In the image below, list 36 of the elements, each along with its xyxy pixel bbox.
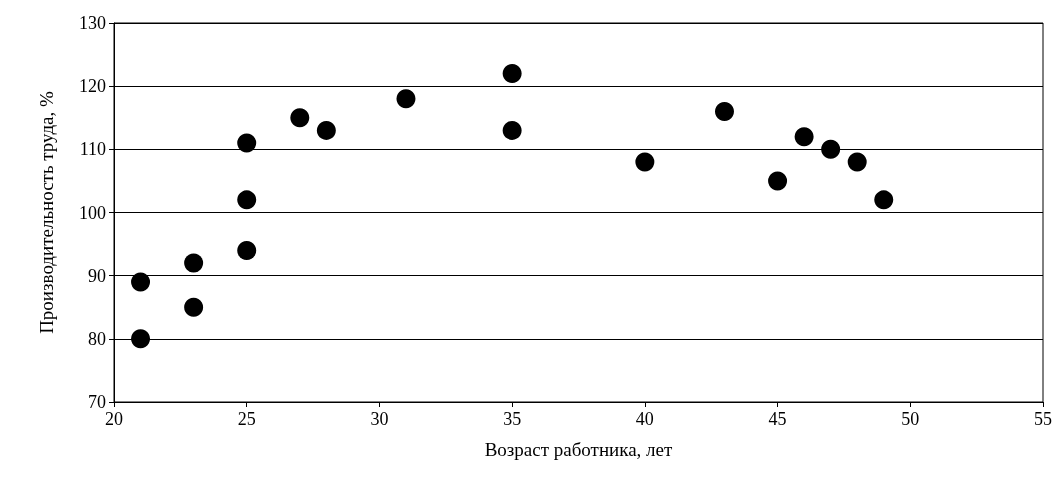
x-axis-title: Возраст работника, лет bbox=[484, 439, 674, 460]
x-tick-label: 55 bbox=[1034, 409, 1052, 429]
point bbox=[131, 272, 151, 292]
point bbox=[768, 171, 788, 191]
point bbox=[184, 253, 204, 273]
y-tick-label: 90 bbox=[88, 265, 106, 286]
x-tick-label: 25 bbox=[237, 409, 256, 429]
y-tick-label: 130 bbox=[79, 13, 106, 33]
point bbox=[396, 89, 416, 109]
x-tick-label: 20 bbox=[105, 409, 123, 429]
point bbox=[237, 133, 257, 153]
point bbox=[847, 152, 867, 172]
point bbox=[715, 101, 734, 121]
point bbox=[131, 329, 151, 349]
point bbox=[316, 120, 336, 140]
point bbox=[237, 190, 257, 210]
x-tick-label: 45 bbox=[768, 409, 787, 429]
point bbox=[874, 190, 894, 210]
y-tick-label: 110 bbox=[79, 139, 106, 160]
x-tick-label: 40 bbox=[635, 409, 654, 429]
point bbox=[237, 240, 257, 260]
y-tick-label: 120 bbox=[79, 76, 106, 97]
y-tick-label: 70 bbox=[88, 392, 106, 412]
point bbox=[184, 297, 204, 317]
point bbox=[502, 120, 522, 140]
y-axis-title: Производительность труда, % bbox=[36, 90, 57, 334]
point bbox=[635, 152, 655, 172]
point bbox=[502, 64, 522, 84]
x-tick-label: 30 bbox=[370, 409, 389, 429]
y-tick-label: 100 bbox=[79, 202, 106, 223]
x-tick-label: 35 bbox=[503, 409, 522, 429]
point bbox=[290, 108, 310, 128]
point bbox=[821, 139, 841, 159]
y-tick-label: 80 bbox=[88, 328, 106, 349]
x-tick-label: 50 bbox=[901, 409, 920, 429]
point bbox=[794, 127, 814, 147]
